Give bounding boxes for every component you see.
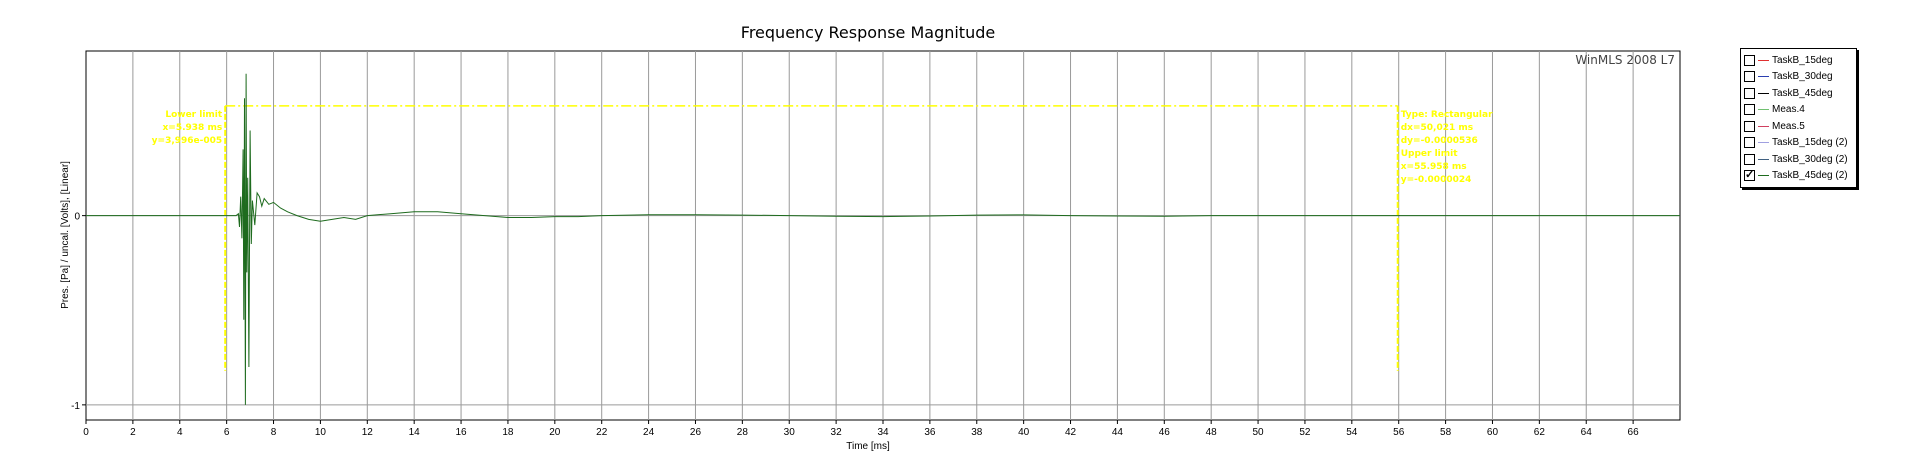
legend-swatch: [1758, 142, 1769, 143]
legend-item[interactable]: TaskB_15deg: [1744, 52, 1833, 68]
legend-label: TaskB_45deg: [1772, 87, 1833, 99]
legend-item[interactable]: TaskB_45deg (2): [1744, 168, 1848, 184]
legend-label: Meas.5: [1772, 120, 1805, 132]
legend-label: TaskB_30deg: [1772, 71, 1833, 82]
legend-checkbox[interactable]: [1744, 104, 1755, 115]
x-tick-label: 64: [1581, 427, 1593, 438]
x-tick-label: 40: [1018, 427, 1030, 438]
x-axis-label: Time [ms]: [846, 441, 890, 452]
legend-item[interactable]: TaskB_45deg: [1744, 85, 1833, 101]
x-tick-label: 22: [596, 427, 608, 438]
legend-swatch: [1758, 92, 1769, 94]
legend-label: TaskB_15deg (2): [1772, 137, 1848, 148]
upper-limit-label: dy=-0.0000536: [1401, 136, 1478, 146]
x-tick-label: 28: [737, 427, 749, 438]
y-axis-label: Pres. [Pa] / uncal. [Volts], [Linear]: [60, 161, 71, 309]
x-tick-label: 0: [83, 427, 89, 438]
x-tick-label: 58: [1440, 427, 1452, 438]
legend-label: TaskB_45deg (2): [1772, 170, 1848, 181]
x-tick-label: 48: [1206, 427, 1218, 438]
legend-item[interactable]: Meas.5: [1744, 118, 1805, 134]
upper-limit-label: Upper limit: [1401, 149, 1459, 159]
legend-checkbox[interactable]: [1744, 120, 1755, 132]
upper-limit-label: Type: Rectangular: [1401, 110, 1493, 120]
x-tick-label: 50: [1252, 427, 1264, 438]
x-tick-label: 46: [1159, 427, 1171, 438]
x-tick-label: 54: [1346, 427, 1358, 438]
x-tick-label: 14: [409, 427, 421, 438]
legend-swatch: [1758, 76, 1769, 77]
x-tick-label: 36: [924, 427, 936, 438]
legend-swatch: [1758, 125, 1769, 127]
legend-swatch: [1758, 158, 1769, 160]
x-tick-label: 18: [502, 427, 514, 438]
legend-item[interactable]: TaskB_15deg (2): [1744, 135, 1848, 151]
legend: TaskB_15deg TaskB_30deg TaskB_45deg Meas.4 M…: [1740, 48, 1857, 188]
x-tick-label: 20: [549, 427, 561, 438]
x-tick-label: 60: [1487, 427, 1499, 438]
legend-checkbox[interactable]: [1744, 87, 1755, 99]
x-tick-label: 24: [643, 427, 655, 438]
x-tick-label: 8: [271, 427, 277, 438]
x-tick-label: 38: [971, 427, 983, 438]
legend-item[interactable]: Meas.4: [1744, 102, 1805, 118]
legend-checkbox[interactable]: [1744, 71, 1755, 82]
x-tick-label: 66: [1628, 427, 1640, 438]
lower-limit-label: Lower limit: [165, 110, 223, 120]
analysis-window: [224, 105, 1399, 371]
x-tick-label: 56: [1393, 427, 1405, 438]
x-tick-label: 4: [177, 427, 183, 438]
legend-label: TaskB_30deg (2): [1772, 153, 1848, 165]
x-tick-label: 32: [831, 427, 843, 438]
legend-label: TaskB_15deg: [1772, 54, 1833, 66]
lower-limit-label: y=3,996e-005: [152, 136, 223, 146]
legend-checkbox[interactable]: [1744, 137, 1755, 148]
x-tick-label: 12: [362, 427, 374, 438]
legend-checkbox[interactable]: [1744, 54, 1755, 66]
x-tick-label: 6: [224, 427, 230, 438]
lower-limit-label: x=5.938 ms: [163, 123, 223, 133]
legend-label: Meas.4: [1772, 104, 1805, 115]
y-tick-label: -1: [71, 401, 80, 412]
series-layer: [86, 73, 1680, 405]
x-tick-label: 2: [130, 427, 136, 438]
x-tick-label: 34: [877, 427, 889, 438]
chart-title: Frequency Response Magnitude: [741, 23, 995, 42]
x-tick-label: 62: [1534, 427, 1546, 438]
upper-limit-label: y=-0.0000024: [1401, 175, 1472, 185]
window-annotations: Lower limit x=5.938 ms y=3,996e-005 Type: R…: [152, 110, 1493, 185]
legend-checkbox[interactable]: [1744, 168, 1755, 182]
x-tick-label: 44: [1112, 427, 1124, 438]
y-tick-label: 0: [74, 212, 80, 223]
upper-limit-label: x=55.958 ms: [1401, 162, 1467, 172]
series-line-0: [86, 73, 1680, 405]
x-tick-label: 16: [455, 427, 467, 438]
y-axis-ticks: 0 -1: [71, 212, 86, 412]
x-tick-label: 26: [690, 427, 702, 438]
legend-swatch: [1758, 175, 1769, 176]
x-tick-label: 52: [1299, 427, 1311, 438]
grid: [86, 51, 1680, 420]
legend-swatch: [1758, 109, 1769, 110]
legend-checkbox[interactable]: [1744, 153, 1755, 165]
x-tick-label: 30: [784, 427, 796, 438]
legend-swatch: [1758, 59, 1769, 61]
legend-item[interactable]: TaskB_30deg (2): [1744, 151, 1848, 167]
legend-item[interactable]: TaskB_30deg: [1744, 69, 1833, 85]
x-tick-label: 10: [315, 427, 327, 438]
x-tick-label: 42: [1065, 427, 1077, 438]
watermark: WinMLS 2008 L7: [1575, 53, 1675, 67]
x-axis-ticks: 0 2 4 6 8 10 12 14 16 18 20 22 24 26 28 30 32 34 36 38 40 42 4…: [83, 420, 1639, 438]
upper-limit-label: dx=50,021 ms: [1401, 123, 1473, 133]
